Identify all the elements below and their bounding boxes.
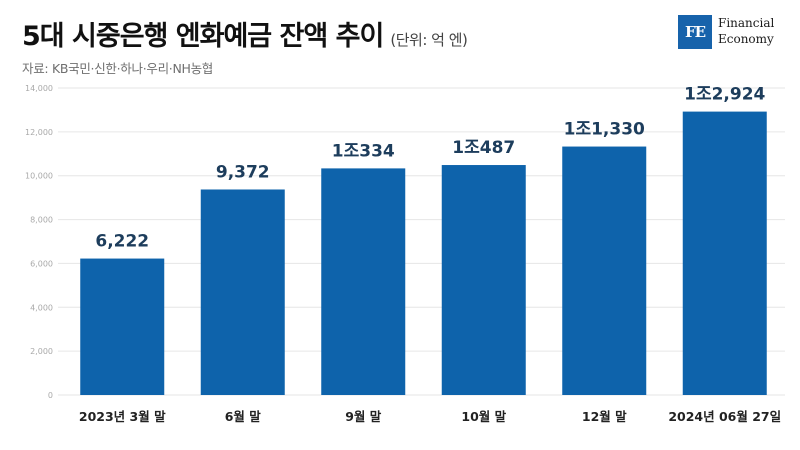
data-label: 9,372 [216,162,270,182]
x-tick-label: 9월 말 [345,409,382,424]
y-tick-label: 12,000 [25,128,53,137]
logo-wordmark: Financial Economy [718,15,774,47]
y-tick-label: 10,000 [25,172,53,181]
x-tick-label: 12월 말 [582,409,627,424]
bar [321,168,406,395]
logo-line-1: Financial [718,16,775,30]
x-tick-label: 2024년 06월 27일 [668,409,781,424]
y-tick-label: 2,000 [30,347,53,356]
financial-economy-logo: FE Financial Economy [678,13,788,53]
data-label: 1조334 [332,141,395,161]
logo-mark: FE [678,15,712,49]
bar [441,165,526,395]
title-block: 5대 시중은행 엔화예금 잔액 추이 (단위: 억 엔) [22,14,468,53]
bar [562,146,647,395]
data-label: 1조2,924 [684,85,765,105]
chart-title: 5대 시중은행 엔화예금 잔액 추이 [22,21,384,52]
unit-note: (단위: 억 엔) [390,31,468,49]
bar [682,111,767,395]
data-label: 1조1,330 [564,120,645,140]
y-tick-label: 4,000 [30,303,53,312]
bar [80,258,165,395]
y-tick-label: 6,000 [30,259,53,268]
bar [200,189,285,395]
x-tick-label: 10월 말 [461,409,506,424]
data-label: 6,222 [95,232,149,252]
y-tick-label: 8,000 [30,216,53,225]
logo-line-2: Economy [718,32,774,46]
x-tick-label: 2023년 3월 말 [79,409,166,424]
x-tick-label: 6월 말 [225,409,262,424]
source-note: 자료: KB국민·신한·하나·우리·NH농협 [22,61,214,76]
y-tick-label: 14,000 [25,84,53,93]
data-label: 1조487 [452,138,515,158]
y-tick-label: 0 [48,391,53,400]
